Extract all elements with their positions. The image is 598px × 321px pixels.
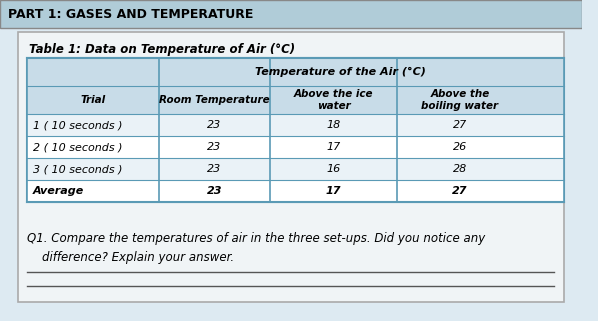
FancyBboxPatch shape xyxy=(0,0,581,28)
Text: 23: 23 xyxy=(208,164,221,174)
Text: 17: 17 xyxy=(327,142,341,152)
Text: 23: 23 xyxy=(208,142,221,152)
Text: 26: 26 xyxy=(453,142,467,152)
FancyBboxPatch shape xyxy=(28,158,564,180)
Text: 28: 28 xyxy=(453,164,467,174)
Text: Temperature of the Air (°C): Temperature of the Air (°C) xyxy=(255,67,426,77)
Text: 23: 23 xyxy=(208,120,221,130)
Text: 1 ( 10 seconds ): 1 ( 10 seconds ) xyxy=(33,120,123,130)
FancyBboxPatch shape xyxy=(28,86,564,114)
Text: Trial: Trial xyxy=(80,95,105,105)
Text: 18: 18 xyxy=(327,120,341,130)
Text: PART 1: GASES AND TEMPERATURE: PART 1: GASES AND TEMPERATURE xyxy=(8,7,253,21)
Text: Table 1: Data on Temperature of Air (°C): Table 1: Data on Temperature of Air (°C) xyxy=(29,44,295,56)
Text: 2 ( 10 seconds ): 2 ( 10 seconds ) xyxy=(33,142,123,152)
FancyBboxPatch shape xyxy=(28,180,564,202)
Text: Above the ice
water: Above the ice water xyxy=(294,89,373,111)
Text: 16: 16 xyxy=(327,164,341,174)
Text: 27: 27 xyxy=(452,186,468,196)
Text: Room Temperature: Room Temperature xyxy=(159,95,270,105)
Text: 23: 23 xyxy=(207,186,222,196)
Text: Q1. Compare the temperatures of air in the three set-ups. Did you notice any
   : Q1. Compare the temperatures of air in t… xyxy=(28,232,486,264)
FancyBboxPatch shape xyxy=(28,58,564,202)
Text: 17: 17 xyxy=(326,186,341,196)
Text: Average: Average xyxy=(33,186,84,196)
FancyBboxPatch shape xyxy=(28,58,564,86)
Text: 3 ( 10 seconds ): 3 ( 10 seconds ) xyxy=(33,164,123,174)
Text: Above the
boiling water: Above the boiling water xyxy=(422,89,499,111)
FancyBboxPatch shape xyxy=(28,114,564,136)
FancyBboxPatch shape xyxy=(17,32,564,302)
FancyBboxPatch shape xyxy=(28,136,564,158)
Text: 27: 27 xyxy=(453,120,467,130)
